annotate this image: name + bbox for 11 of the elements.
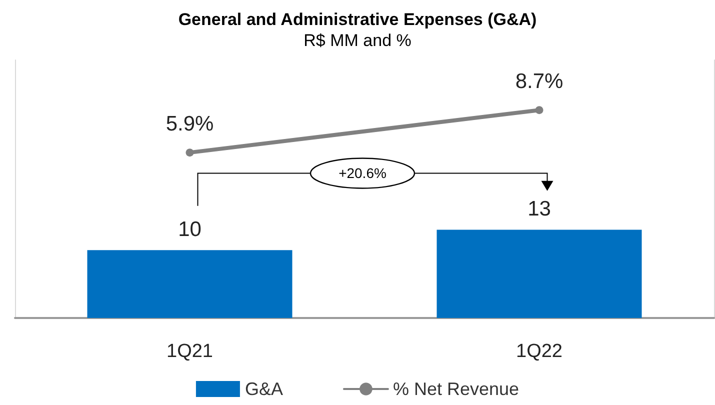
- chart-subtitle: R$ MM and %: [304, 31, 412, 50]
- legend-label: % Net Revenue: [392, 379, 520, 399]
- annotation: +20.6%: [338, 165, 386, 182]
- data-label: 13: [528, 198, 551, 221]
- data-label: 5.9%: [166, 112, 214, 136]
- x-tick-label: 1Q21: [166, 341, 213, 362]
- x-tick-label: 1Q22: [516, 341, 562, 362]
- legend-label: G&A: [244, 379, 283, 399]
- chart-title: General and Administrative Expenses (G&A): [178, 10, 537, 29]
- data-label: 10: [178, 218, 202, 242]
- data-label: 8.7%: [515, 70, 564, 94]
